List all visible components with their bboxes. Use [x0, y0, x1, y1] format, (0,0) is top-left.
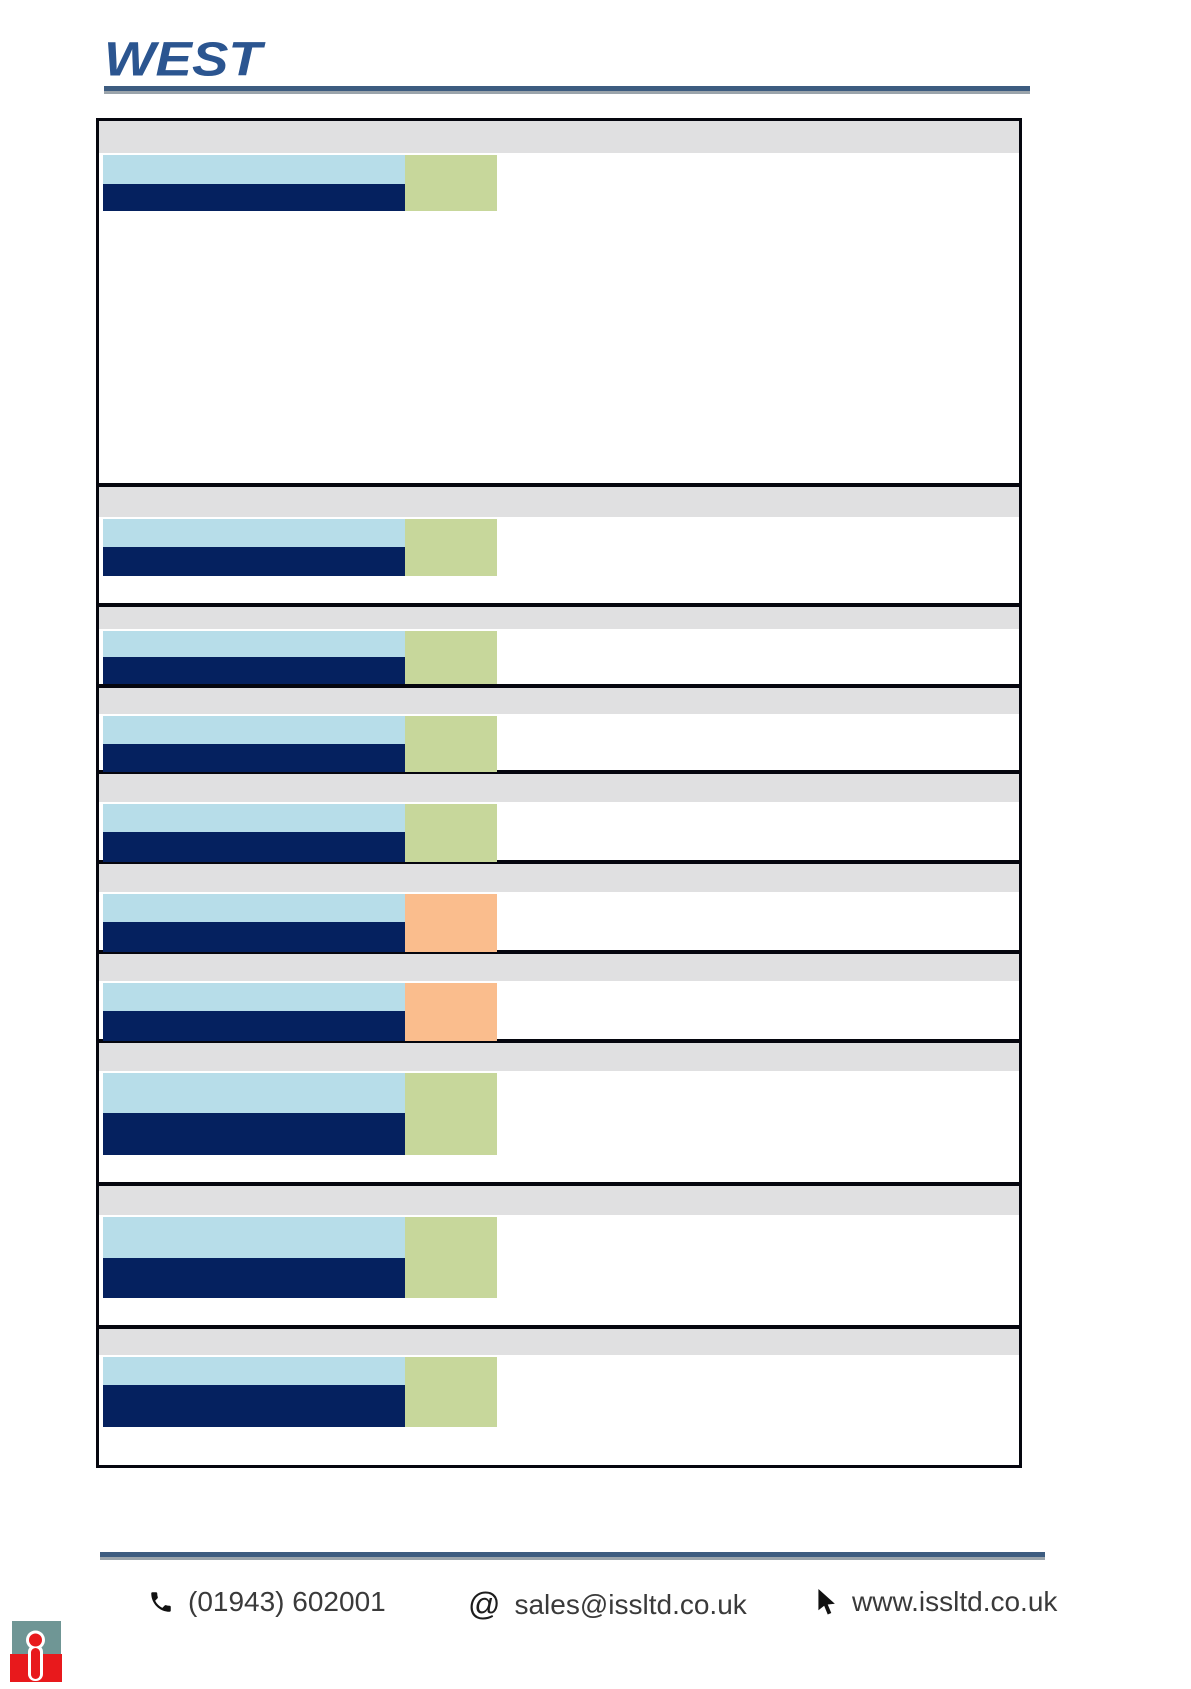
- spec-table: [96, 118, 1022, 1468]
- accent-cell: [405, 519, 497, 576]
- section-header-bar: [99, 487, 1019, 517]
- section-rows: [103, 1217, 1019, 1298]
- footer-divider: [100, 1552, 1045, 1560]
- section-header-bar: [99, 1329, 1019, 1355]
- section-header-bar: [99, 954, 1019, 981]
- navy-row: [103, 184, 405, 211]
- section-rows: [103, 716, 1019, 772]
- navy-row: [103, 657, 405, 684]
- section-header-bar: [99, 607, 1019, 629]
- section-row-stack: [103, 631, 405, 684]
- email-address[interactable]: sales@issltd.co.uk: [514, 1588, 747, 1620]
- section-row-stack: [103, 983, 405, 1041]
- section-4: [99, 688, 1019, 774]
- section-1: [99, 121, 1019, 487]
- section-filler: [99, 1155, 1019, 1182]
- navy-row: [103, 1011, 405, 1041]
- section-rows: [103, 1073, 1019, 1155]
- navy-row: [103, 1385, 405, 1427]
- navy-row: [103, 744, 405, 772]
- navy-row: [103, 832, 405, 862]
- light-blue-row: [103, 894, 405, 922]
- website-contact: www.issltd.co.uk: [818, 1586, 1057, 1618]
- light-blue-row: [103, 804, 405, 832]
- accent-cell: [405, 804, 497, 862]
- section-5: [99, 774, 1019, 864]
- light-blue-row: [103, 1073, 405, 1113]
- section-row-stack: [103, 716, 405, 772]
- section-rows: [103, 983, 1019, 1041]
- light-blue-row: [103, 631, 405, 657]
- section-filler: [99, 211, 1019, 483]
- section-row-stack: [103, 1073, 405, 1155]
- email-contact: @ sales@issltd.co.uk: [468, 1586, 747, 1623]
- at-icon: @: [468, 1586, 501, 1622]
- phone-contact: (01943) 602001: [148, 1586, 386, 1618]
- accent-cell: [405, 983, 497, 1041]
- accent-cell: [405, 631, 497, 684]
- accent-cell: [405, 1357, 497, 1427]
- section-filler: [99, 576, 1019, 603]
- light-blue-row: [103, 1357, 405, 1385]
- footer-divider-blue-line: [100, 1552, 1045, 1557]
- section-10: [99, 1329, 1019, 1429]
- website-url[interactable]: www.issltd.co.uk: [852, 1586, 1058, 1617]
- section-row-stack: [103, 804, 405, 862]
- section-header-bar: [99, 121, 1019, 153]
- header-divider-blue-line: [104, 86, 1030, 91]
- light-blue-row: [103, 716, 405, 744]
- section-header-bar: [99, 1186, 1019, 1215]
- section-row-stack: [103, 1357, 405, 1427]
- section-2: [99, 487, 1019, 607]
- navy-row: [103, 1258, 405, 1298]
- section-7: [99, 954, 1019, 1043]
- section-rows: [103, 631, 1019, 684]
- navy-row: [103, 1113, 405, 1155]
- header-divider-gray-line: [104, 91, 1030, 94]
- iss-logo-icon: [8, 1618, 66, 1684]
- section-filler: [99, 1298, 1019, 1325]
- section-rows: [103, 1357, 1019, 1427]
- light-blue-row: [103, 519, 405, 547]
- west-logo: WEST: [104, 33, 262, 87]
- section-header-bar: [99, 1043, 1019, 1071]
- navy-row: [103, 547, 405, 576]
- phone-icon: [148, 1589, 174, 1615]
- section-filler: [99, 1427, 1019, 1429]
- section-row-stack: [103, 894, 405, 952]
- light-blue-row: [103, 1217, 405, 1258]
- section-rows: [103, 894, 1019, 952]
- section-row-stack: [103, 1217, 405, 1298]
- header-divider: [104, 86, 1030, 94]
- section-row-stack: [103, 519, 405, 576]
- section-header-bar: [99, 688, 1019, 714]
- accent-cell: [405, 1217, 497, 1298]
- section-rows: [103, 519, 1019, 576]
- cursor-icon: [818, 1589, 838, 1615]
- section-rows: [103, 155, 1019, 211]
- phone-number: (01943) 602001: [188, 1586, 386, 1617]
- section-6: [99, 864, 1019, 954]
- section-row-stack: [103, 155, 405, 211]
- section-8: [99, 1043, 1019, 1186]
- footer-divider-gray-line: [100, 1557, 1045, 1560]
- section-header-bar: [99, 774, 1019, 802]
- accent-cell: [405, 1073, 497, 1155]
- section-9: [99, 1186, 1019, 1329]
- section-header-bar: [99, 864, 1019, 892]
- light-blue-row: [103, 983, 405, 1011]
- accent-cell: [405, 894, 497, 952]
- section-3: [99, 607, 1019, 688]
- section-rows: [103, 804, 1019, 862]
- accent-cell: [405, 716, 497, 772]
- light-blue-row: [103, 155, 405, 184]
- accent-cell: [405, 155, 497, 211]
- navy-row: [103, 922, 405, 952]
- footer-contacts: (01943) 602001 @ sales@issltd.co.uk www.…: [0, 1576, 1191, 1636]
